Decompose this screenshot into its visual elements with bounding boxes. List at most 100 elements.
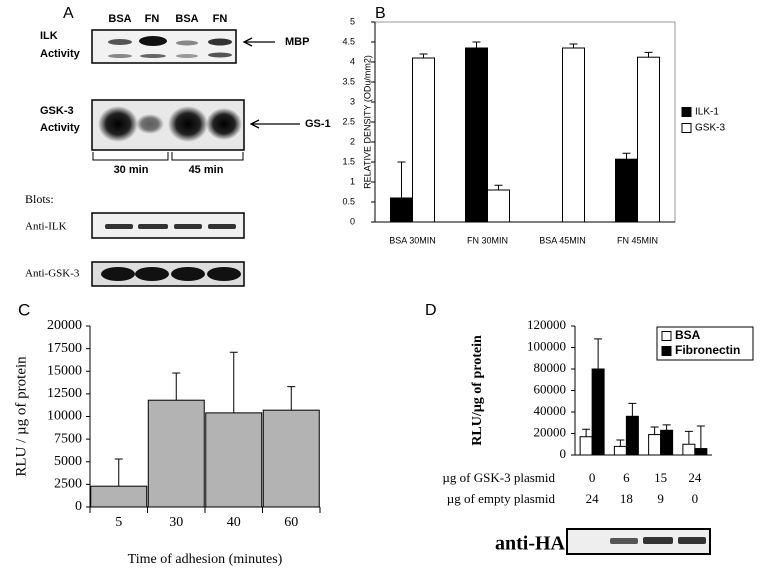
x-tick-label: 30 <box>169 515 183 530</box>
y-tick-label: 4 <box>350 56 355 66</box>
y-tick-label: 20000 <box>47 318 82 333</box>
error-bar <box>594 338 603 369</box>
bar <box>390 197 413 223</box>
arrow <box>249 119 300 129</box>
error-bar <box>616 439 625 447</box>
bar <box>412 57 435 223</box>
lane-label: FN <box>213 13 228 25</box>
blot <box>91 99 245 151</box>
x-tick-label: BSA 45MIN <box>539 235 586 245</box>
y-tick-label: 2 <box>350 136 355 146</box>
x-tick-label: BSA 30MIN <box>389 235 436 245</box>
error-bar <box>287 386 296 411</box>
blot-label: Anti-ILK <box>25 221 67 233</box>
y-tick-label: 1.5 <box>342 156 355 166</box>
y-tick-label: 5 <box>350 16 355 26</box>
y-axis-label: RLU / µg of protein <box>13 356 29 477</box>
error-bar <box>494 184 503 190</box>
panel-label: B <box>375 5 386 22</box>
bracket <box>92 152 244 161</box>
y-tick-label: 20000 <box>534 424 567 439</box>
y-tick-label: 3.5 <box>342 76 355 86</box>
bar <box>465 47 488 223</box>
x-tick-label: 6 <box>623 470 630 485</box>
error-bar <box>684 430 693 445</box>
bar <box>613 445 627 456</box>
bar <box>637 56 660 223</box>
x-tick-label: 0 <box>692 491 699 506</box>
legend-label: ILK-1 <box>695 107 719 118</box>
error-bar <box>650 426 659 435</box>
y-tick-label: 0 <box>560 446 567 461</box>
blot <box>566 528 711 555</box>
legend-swatch <box>661 331 672 341</box>
blot <box>91 212 245 239</box>
bar <box>147 399 205 508</box>
lane-label: BSA <box>108 13 131 25</box>
x-tick-label: 0 <box>589 470 596 485</box>
bar <box>90 485 148 508</box>
error-bar <box>662 424 671 431</box>
x-tick-label: 18 <box>620 491 633 506</box>
y-tick-label: 4.5 <box>342 36 355 46</box>
y-tick-label: 80000 <box>534 360 567 375</box>
bar <box>205 412 263 508</box>
legend-swatch <box>681 107 692 117</box>
legend-swatch <box>681 123 692 133</box>
legend-label: BSA <box>675 328 701 342</box>
y-tick-label: 15000 <box>47 363 82 378</box>
row-label: Activity <box>40 48 81 60</box>
x-tick-label: 40 <box>227 515 241 530</box>
y-tick-label: 0.5 <box>342 196 355 206</box>
arrow <box>242 37 275 47</box>
y-tick-label: 3 <box>350 96 355 106</box>
row-label: µg of GSK-3 plasmid <box>442 470 555 485</box>
error-bar <box>622 152 631 160</box>
bar <box>262 409 320 508</box>
x-tick-label: 24 <box>688 470 702 485</box>
band-label: GS-1 <box>305 118 331 130</box>
y-tick-label: 60000 <box>534 381 567 396</box>
x-tick-label: 9 <box>657 491 664 506</box>
panel-label: C <box>18 300 30 319</box>
y-tick-label: 7500 <box>54 431 82 446</box>
bar <box>615 158 638 223</box>
y-tick-label: 10000 <box>47 409 82 424</box>
y-tick-label: 12500 <box>47 386 82 401</box>
row-label: Activity <box>40 122 81 134</box>
y-tick-label: 120000 <box>527 317 566 332</box>
y-tick-label: 40000 <box>534 403 567 418</box>
error-bar <box>114 458 123 487</box>
error-bar <box>472 41 481 48</box>
panel-label: D <box>425 302 437 319</box>
blot <box>91 29 237 64</box>
panel-label: A <box>63 5 74 22</box>
legend-label: GSK-3 <box>695 123 725 134</box>
bar <box>660 429 674 456</box>
time-label: 30 min <box>114 164 149 176</box>
x-tick-label: 60 <box>284 515 298 530</box>
error-bar <box>229 351 238 413</box>
blot <box>91 261 245 287</box>
error-bar <box>569 43 578 48</box>
y-tick-label: 5000 <box>54 454 82 469</box>
y-tick-label: 0 <box>350 216 355 226</box>
bar <box>487 189 510 223</box>
legend-frame <box>656 326 754 361</box>
time-label: 45 min <box>189 164 224 176</box>
band-label: MBP <box>285 36 309 48</box>
error-bar <box>172 372 181 401</box>
legend-label: Fibronectin <box>675 343 740 357</box>
row-label: ILK <box>40 30 58 42</box>
bar <box>562 47 585 223</box>
bar <box>682 443 696 456</box>
x-tick-label: 24 <box>586 491 600 506</box>
bar <box>648 434 662 456</box>
error-bar <box>582 428 591 437</box>
error-bar <box>644 51 653 58</box>
blot-label: Anti-GSK-3 <box>25 268 80 280</box>
error-bar <box>419 53 428 58</box>
y-tick-label: 2.5 <box>342 116 355 126</box>
